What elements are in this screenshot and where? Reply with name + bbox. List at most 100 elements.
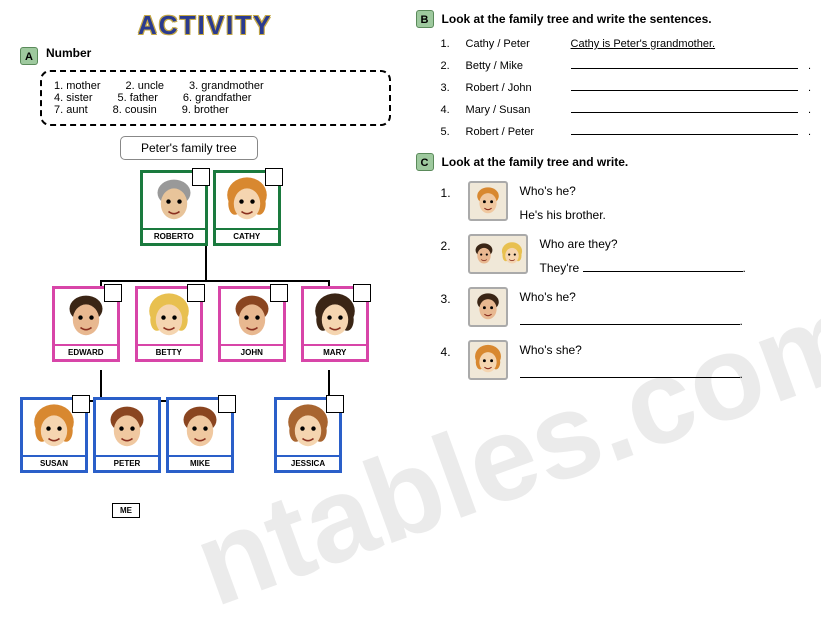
question-number: 2. [441, 234, 456, 253]
number-input-box[interactable] [218, 395, 236, 413]
word-item: 5. father [118, 92, 158, 104]
blank-line[interactable] [571, 134, 798, 135]
section-a-header: A Number [20, 46, 401, 65]
question-prompt: Who are they? [540, 237, 811, 251]
question-text: Who's he? . [520, 287, 811, 328]
sentence-pair: Betty / Mike [466, 60, 561, 72]
tree-title: Peter's family tree [120, 136, 258, 160]
person-card: PETER [93, 397, 161, 473]
sentence-pair: Robert / John [466, 82, 561, 94]
person-card: CATHY [213, 170, 281, 246]
person-card: EDWARD [52, 286, 120, 362]
number-input-box[interactable] [353, 284, 371, 302]
sentence-number: 3. [441, 82, 456, 94]
number-input-box[interactable] [326, 395, 344, 413]
person-name: MIKE [169, 455, 231, 470]
question-answer: They're . [540, 261, 811, 275]
word-box: 1. mother 2. uncle 3. grandmother 4. sis… [40, 70, 391, 126]
question-text: Who are they? They're . [540, 234, 811, 275]
family-tree: ROBERTO CATHY EDWARD BETTY [20, 170, 401, 518]
person-name: ROBERTO [143, 228, 205, 243]
sentence-pair: Mary / Susan [466, 104, 561, 116]
generation-2: EDWARD BETTY JOHN MARY [20, 286, 401, 362]
question-prompt: Who's he? [520, 290, 811, 304]
question-face-icon [468, 340, 508, 380]
question-item: 4. Who's she? . [441, 340, 811, 381]
question-item: 3. Who's he? . [441, 287, 811, 328]
connector [100, 370, 102, 400]
sentence-item: 1. Cathy / Peter Cathy is Peter's grandm… [441, 38, 811, 50]
sentence-item: 4. Mary / Susan . [441, 104, 811, 116]
word-row-2: 4. sister 5. father 6. grandfather [54, 92, 377, 104]
blank-line[interactable] [571, 112, 798, 113]
sentence-number: 2. [441, 60, 456, 72]
person-name: JOHN [221, 344, 283, 359]
word-item: 9. brother [182, 104, 229, 116]
person-face [96, 400, 158, 455]
sentence-pair: Robert / Peter [466, 126, 561, 138]
sentence-item: 5. Robert / Peter . [441, 126, 811, 138]
question-number: 4. [441, 340, 456, 359]
question-answer: . [520, 314, 811, 328]
sentence-item: 3. Robert / John . [441, 82, 811, 94]
section-b-header: B Look at the family tree and write the … [416, 10, 811, 28]
person-card: JOHN [218, 286, 286, 362]
section-b-title: Look at the family tree and write the se… [442, 12, 712, 26]
number-input-box[interactable] [187, 284, 205, 302]
question-answer: He's his brother. [520, 208, 811, 222]
number-input-box[interactable] [72, 395, 90, 413]
number-input-box[interactable] [270, 284, 288, 302]
question-item: 2. Who are they? They're . [441, 234, 811, 275]
question-item: 1. Who's he? He's his brother. [441, 181, 811, 222]
person-card: MIKE [166, 397, 234, 473]
word-item: 6. grandfather [183, 92, 252, 104]
sentence-number: 4. [441, 104, 456, 116]
question-list: 1. Who's he? He's his brother. 2. Who ar… [441, 181, 811, 381]
person-name: SUSAN [23, 455, 85, 470]
word-row-3: 7. aunt 8. cousin 9. brother [54, 104, 377, 116]
number-input-box[interactable] [104, 284, 122, 302]
person-card: SUSAN [20, 397, 88, 473]
sentence-number: 5. [441, 126, 456, 138]
badge-c: C [416, 153, 434, 171]
section-c-header: C Look at the family tree and write. [416, 153, 811, 171]
question-prompt: Who's she? [520, 343, 811, 357]
number-input-box[interactable] [192, 168, 210, 186]
person-name: BETTY [138, 344, 200, 359]
person-name: PETER [96, 455, 158, 470]
blank-line[interactable] [571, 90, 798, 91]
word-row-1: 1. mother 2. uncle 3. grandmother [54, 80, 377, 92]
question-number: 3. [441, 287, 456, 306]
word-item: 1. mother [54, 80, 101, 92]
question-face-icon [468, 234, 528, 274]
person-name: EDWARD [55, 344, 117, 359]
question-text: Who's he? He's his brother. [520, 181, 811, 222]
badge-b: B [416, 10, 434, 28]
generation-1: ROBERTO CATHY [20, 170, 401, 246]
person-name: CATHY [216, 228, 278, 243]
person-name: MARY [304, 344, 366, 359]
person-name: JESSICA [277, 455, 339, 470]
number-input-box[interactable] [265, 168, 283, 186]
word-item: 3. grandmother [189, 80, 264, 92]
section-a-title: Number [46, 46, 91, 60]
question-answer: . [520, 367, 811, 381]
person-card: ROBERTO [140, 170, 208, 246]
sentence-pair: Cathy / Peter [466, 38, 561, 50]
connector [205, 245, 207, 280]
blank-line[interactable] [520, 324, 740, 325]
person-card: MARY [301, 286, 369, 362]
question-text: Who's she? . [520, 340, 811, 381]
blank-line[interactable] [520, 377, 740, 378]
blank-line[interactable] [571, 68, 798, 69]
word-item: 7. aunt [54, 104, 88, 116]
word-item: 8. cousin [113, 104, 157, 116]
sentence-item: 2. Betty / Mike . [441, 60, 811, 72]
sentence-number: 1. [441, 38, 456, 50]
generation-3: SUSAN PETER MIKE JESSICA [20, 397, 401, 473]
badge-a: A [20, 47, 38, 65]
question-face-icon [468, 287, 508, 327]
blank-line[interactable] [583, 271, 743, 272]
sentence-answer: Cathy is Peter's grandmother. [571, 38, 716, 50]
right-column: B Look at the family tree and write the … [416, 10, 811, 518]
